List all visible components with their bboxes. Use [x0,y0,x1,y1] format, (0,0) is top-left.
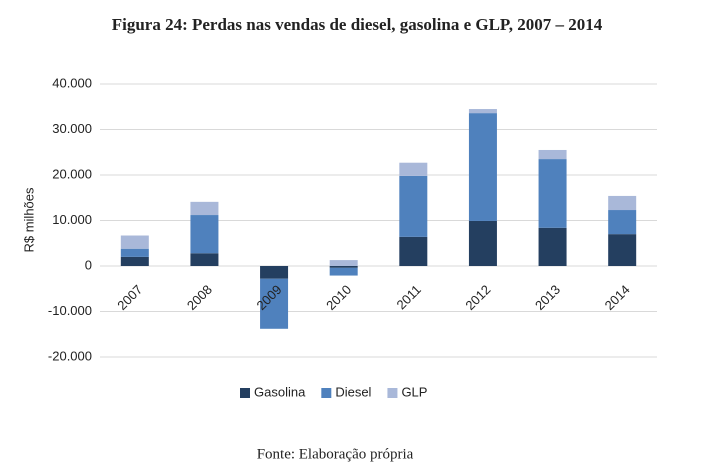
legend-swatch [321,388,332,398]
bar-segment [538,227,567,266]
x-tick-label: 2012 [462,282,493,313]
y-tick-label: 20.000 [52,166,92,181]
bar-segment [538,159,567,228]
legend-label: GLP [401,384,427,399]
x-tick-label: 2013 [532,282,563,313]
bar-segment [538,149,567,160]
bar-segment [468,113,497,221]
bar-segment [190,201,219,216]
bar-segment [329,260,358,266]
chart-title: Figura 24: Perdas nas vendas de diesel, … [112,15,603,34]
bar-segment [608,234,637,266]
bar-segment [608,210,637,235]
bar-segment [399,236,428,266]
x-tick-label: 2007 [114,282,145,313]
legend-label: Diesel [335,384,371,399]
y-tick-label: 30.000 [52,121,92,136]
bar-segment [260,266,289,279]
bar-segment [120,235,149,249]
x-tick-label: 2011 [393,282,423,312]
legend-swatch [240,388,250,398]
bar-segment [608,195,637,211]
x-tick-label: 2014 [602,282,633,313]
x-tick-label: 2008 [184,282,215,313]
bar-segment [260,278,289,329]
y-tick-label: -10.000 [48,303,92,318]
bar-segment [190,253,219,266]
legend-swatch [387,388,398,398]
bar-segment [399,175,428,237]
y-tick-label: 40.000 [52,75,92,90]
source: Fonte: Elaboração própria [257,446,414,462]
bar-segment [468,109,497,114]
x-tick-label: 2010 [323,282,354,313]
bar-segment [190,215,219,254]
bar-segment [399,162,428,176]
bar-segment [120,248,149,257]
y-tick-label: 0 [85,257,92,272]
bar-segment [329,267,358,276]
bar-segment [468,220,497,266]
legend-label: Gasolina [254,384,306,399]
bar-segment [329,266,358,268]
y-tick-label: 10.000 [52,212,92,227]
bar-segment [120,256,149,266]
y-tick-label: -20.000 [48,348,92,363]
y-axis-label: R$ milhões [21,187,36,253]
